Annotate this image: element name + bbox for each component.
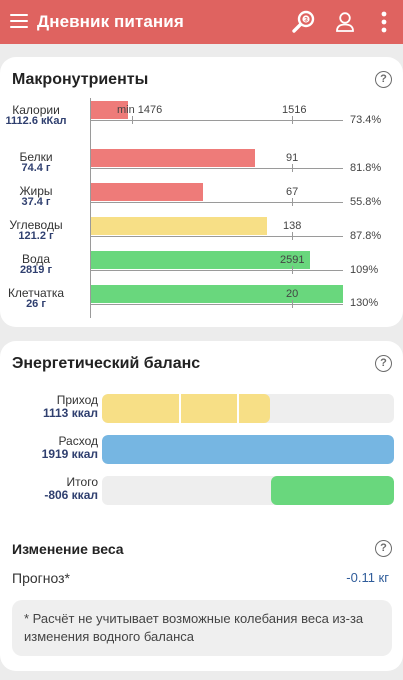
macro-percent: 109% [350,264,379,276]
macro-name: Вода [21,252,51,266]
macro-row-calories: Калории 1112.6 кКал [0,103,72,127]
forecast-label: Прогноз* [12,570,70,586]
macro-bar-carbs [91,217,268,235]
energy-row-total: Итого -806 ккал [20,476,98,502]
macro-bar-water [91,251,311,269]
total-deficit-fill [271,476,394,505]
energy-value: 1919 ккал [41,447,98,461]
macro-target-label: 2591 [280,254,305,266]
macro-min-label: min 1476 [117,104,163,116]
macro-track-line [91,270,343,271]
energy-name: Приход [56,393,98,407]
forecast-note: * Расчёт не учитывает возможные колебани… [12,600,392,656]
energy-value: 1113 ккал [42,406,98,420]
macronutrients-card: Макронутриенты ? Калории 1112.6 кКал min… [0,57,403,327]
macronutrients-help-icon[interactable]: ? [375,71,392,88]
meal-divider [179,394,181,423]
macro-percent: 87.8% [350,230,382,242]
energy-help-icon[interactable]: ? [375,355,392,372]
macro-value: 2819 г [19,264,53,276]
energy-name: Расход [58,434,98,448]
macro-target-label: 20 [286,288,299,300]
macro-percent: 55.8% [350,196,382,208]
macro-bar-fiber [91,285,343,303]
macro-track-line [91,304,343,305]
macro-track-line [91,202,343,203]
macro-target-tick [292,164,293,172]
more-vertical-icon[interactable] [370,8,398,36]
macros-axis [90,98,91,318]
energy-row-expense: Расход 1919 ккал [20,435,98,461]
person-icon[interactable] [331,8,359,36]
macro-value: 121.2 г [18,230,54,242]
macro-percent: 73.4% [350,114,382,126]
energy-row-intake: Приход 1113 ккал [20,394,98,420]
macro-bar-protein [91,149,256,167]
macro-track-line [91,168,343,169]
energy-balance-title: Энергетический баланс [12,355,201,372]
weight-help-icon[interactable]: ? [375,540,392,557]
intake-fill [102,394,270,423]
macro-row-water: Вода 2819 г [0,252,72,276]
macro-value: 26 г [26,298,46,310]
macro-name: Углеводы [9,218,63,232]
macro-row-protein: Белки 74.4 г [0,150,72,174]
macro-name: Жиры [19,184,53,198]
hamburger-menu-icon[interactable] [10,14,28,29]
macro-value: 74.4 г [21,162,51,174]
macro-name: Клетчатка [7,286,65,300]
macro-track-line [91,236,343,237]
macro-name: Калории [12,103,60,117]
macro-bar-calories [91,101,128,119]
macro-row-fat: Жиры 37.4 г [0,184,72,208]
weight-change-title: Изменение веса [12,541,124,557]
macronutrients-title: Макронутриенты [12,71,149,88]
macro-target-tick [292,116,293,124]
macro-value: 1112.6 кКал [5,115,67,127]
app-title: Дневник питания [37,12,184,31]
macro-value: 37.4 г [21,196,51,208]
macro-percent: 130% [350,297,379,309]
macro-name: Белки [19,150,53,164]
macro-min-tick [132,116,133,124]
search-badge-icon[interactable]: 3 [290,8,318,36]
macro-target-label: 1516 [282,104,307,116]
energy-bar-expense [102,435,394,464]
app-bar: Дневник питания 3 [0,0,403,44]
expense-fill [102,435,394,464]
forecast-value: -0.11 кг [346,570,389,585]
energy-bar-intake [102,394,394,423]
macro-percent: 81.8% [350,162,382,174]
macro-target-tick [292,300,293,308]
macro-target-label: 91 [286,152,299,164]
meal-divider [237,394,239,423]
macro-target-label: 138 [283,220,302,232]
energy-value: -806 ккал [44,488,98,502]
macro-target-tick [292,232,293,240]
search-badge-count: 3 [304,17,308,24]
macro-target-tick [292,198,293,206]
macro-target-tick [292,266,293,274]
energy-bar-total [102,476,394,505]
macro-row-fiber: Клетчатка 26 г [0,286,72,310]
energy-name: Итого [66,475,98,489]
macro-bar-fat [91,183,204,201]
macro-row-carbs: Углеводы 121.2 г [0,218,72,242]
macro-target-label: 67 [286,186,299,198]
macro-track-line [91,120,343,121]
